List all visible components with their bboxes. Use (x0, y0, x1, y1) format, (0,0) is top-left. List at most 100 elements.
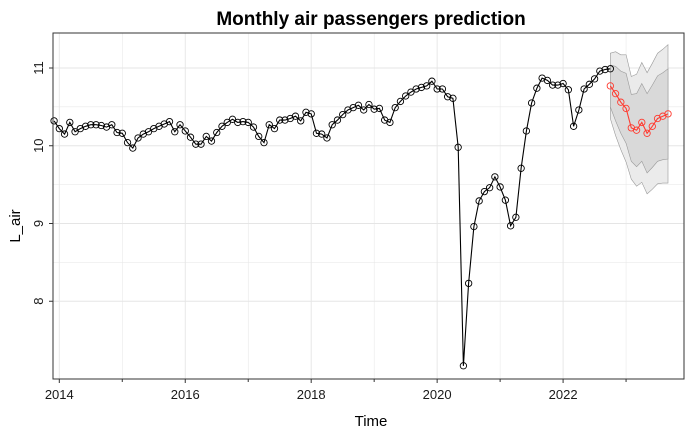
observed-point (81, 122, 90, 130)
observed-point (527, 99, 536, 107)
observed-point (312, 129, 321, 137)
x-axis-title: Time (355, 413, 388, 430)
axes: 2014 2016 2018 2020 2022 8 9 10 11 (31, 32, 685, 402)
observed-point (239, 117, 247, 126)
x-tick-label: 2016 (171, 387, 200, 402)
y-tick-label: 9 (31, 220, 46, 227)
observed-point (522, 127, 531, 135)
y-tick-label: 10 (31, 138, 46, 152)
observed-point (480, 187, 489, 196)
prediction-intervals (610, 44, 669, 195)
observed-point (606, 65, 614, 73)
observed-point (134, 134, 142, 142)
y-tick-label: 8 (31, 298, 46, 305)
y-axis-title: L_air (7, 209, 24, 242)
observed-point (496, 183, 504, 191)
observed-point (129, 144, 137, 152)
forecast-point (606, 82, 614, 90)
observed-point (123, 138, 132, 147)
observed-point (601, 65, 609, 74)
observed-point (255, 132, 263, 141)
observed-point (186, 133, 195, 141)
observed-point (223, 118, 231, 127)
observed-point (323, 134, 331, 142)
observed-point (548, 81, 557, 89)
observed-point (165, 117, 174, 126)
observed-point (370, 105, 378, 113)
observed-point (428, 77, 436, 85)
observed-point (402, 92, 410, 100)
observed-point (213, 128, 221, 137)
observed-line (53, 68, 611, 366)
observed-point (354, 101, 363, 109)
observed-point (249, 123, 258, 131)
observed-point (386, 118, 394, 127)
observed-point (234, 118, 242, 127)
observed-point (87, 121, 95, 129)
observed-point (97, 121, 105, 130)
observed-point (449, 94, 457, 102)
observed-point (202, 132, 210, 141)
observed-point (564, 86, 573, 94)
observed-point (512, 213, 520, 221)
x-tick-label: 2022 (549, 387, 578, 402)
observed-point (192, 140, 200, 148)
plot-panel (53, 33, 684, 379)
plot-background (53, 33, 684, 379)
x-tick-label: 2020 (423, 387, 452, 402)
forecast-point (632, 126, 641, 134)
observed-point (407, 88, 415, 96)
observed-point (218, 122, 226, 130)
observed-point (265, 121, 273, 129)
series-points (50, 65, 672, 370)
observed-point (108, 121, 116, 129)
observed-point (444, 93, 452, 101)
observed-point (66, 118, 74, 127)
observed-point (464, 279, 473, 288)
observed-point (433, 85, 441, 93)
observed-point (228, 115, 237, 123)
forecast-point (611, 89, 620, 98)
observed-point (339, 110, 347, 119)
observed-point (270, 124, 279, 133)
chart-title: Monthly air passengers prediction (216, 9, 525, 30)
observed-point (423, 82, 431, 90)
observed-point (260, 138, 268, 147)
panel-border (52, 32, 685, 380)
observed-point (438, 85, 447, 93)
observed-point (417, 83, 426, 92)
forecast-point (664, 110, 672, 118)
observed-point (50, 117, 58, 125)
observed-point (391, 103, 399, 112)
observed-point (533, 84, 541, 92)
observed-point (360, 106, 368, 114)
observed-point (60, 130, 69, 138)
observed-point (491, 173, 499, 181)
observed-point (517, 164, 525, 172)
observed-point (281, 116, 289, 124)
observed-point (176, 121, 184, 129)
observed-point (412, 85, 420, 93)
grid-lines (53, 33, 684, 379)
observed-point (92, 121, 100, 129)
observed-point (276, 116, 284, 124)
observed-point (291, 112, 300, 120)
observed-point (302, 108, 310, 116)
forecast-point (643, 129, 651, 137)
forecast-line (609, 85, 669, 135)
forecast-point (617, 98, 625, 106)
observed-point (55, 124, 63, 133)
observed-point (559, 79, 567, 88)
observed-point (144, 128, 153, 136)
prediction-band-80 (610, 64, 669, 174)
observed-point (596, 67, 604, 75)
observed-point (71, 128, 79, 136)
observed-point (207, 137, 216, 145)
forecast-point (648, 122, 656, 130)
observed-point (118, 129, 126, 137)
observed-point (585, 80, 593, 88)
observed-point (470, 222, 478, 231)
x-tick-label: 2014 (45, 387, 74, 402)
observed-point (575, 106, 583, 114)
